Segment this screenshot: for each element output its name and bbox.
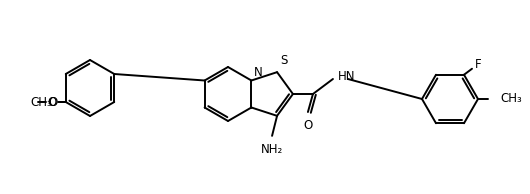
Text: O: O bbox=[47, 95, 56, 108]
Text: CH₃: CH₃ bbox=[30, 95, 51, 108]
Text: HN: HN bbox=[338, 70, 356, 83]
Text: O: O bbox=[48, 95, 57, 108]
Text: N: N bbox=[253, 66, 262, 79]
Text: O: O bbox=[303, 119, 313, 132]
Text: CH₃: CH₃ bbox=[500, 93, 522, 106]
Text: NH₂: NH₂ bbox=[261, 143, 283, 156]
Text: S: S bbox=[280, 54, 287, 67]
Text: F: F bbox=[475, 58, 481, 71]
